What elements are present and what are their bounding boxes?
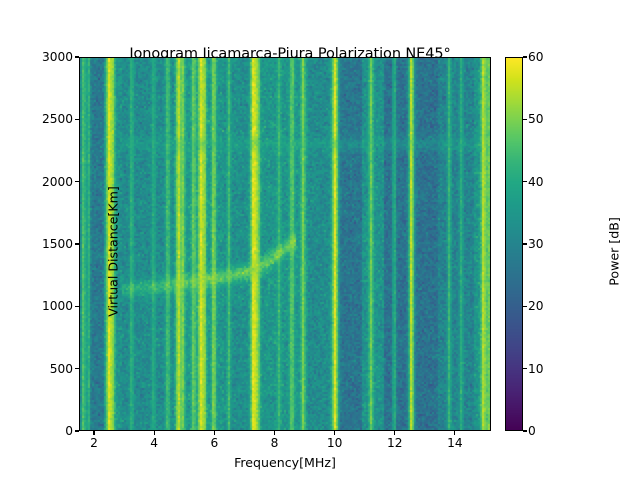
y-tick-label: 2000 [41, 174, 73, 189]
y-tick-mark [75, 430, 79, 432]
colorbar-tick-label: 60 [528, 50, 544, 64]
colorbar-tick-label: 50 [528, 112, 544, 127]
colorbar-label: Power [dB] [606, 217, 622, 286]
colorbar-tick-label: 30 [528, 237, 544, 251]
colorbar [505, 57, 523, 431]
x-tick-mark [213, 431, 215, 435]
colorbar-tick-label: 0 [528, 424, 536, 438]
y-axis-label: Virtual Distance[Km] [105, 186, 121, 317]
colorbar-gradient [506, 58, 522, 430]
y-tick-mark [75, 305, 79, 307]
colorbar-tick-mark [523, 430, 527, 432]
y-tick-label: 1000 [41, 299, 73, 314]
x-tick-label: 6 [210, 436, 219, 450]
x-tick-label: 2 [90, 436, 98, 450]
y-tick-mark [75, 243, 79, 245]
x-tick-mark [93, 431, 95, 435]
colorbar-tick-mark [523, 305, 527, 307]
x-tick-label: 12 [387, 436, 403, 450]
x-tick-label: 10 [326, 436, 343, 450]
y-tick-label: 1500 [41, 237, 73, 251]
colorbar-tick-label: 10 [528, 361, 544, 376]
y-tick-label: 0 [65, 424, 73, 438]
colorbar-tick-mark [523, 118, 527, 120]
ionogram-heatmap [80, 58, 490, 430]
colorbar-tick-mark [523, 56, 527, 58]
x-tick-mark [153, 431, 155, 435]
x-tick-label: 8 [270, 436, 279, 450]
y-tick-label: 3000 [41, 50, 73, 64]
x-tick-mark [394, 431, 396, 435]
x-tick-label: 4 [150, 436, 159, 450]
colorbar-tick-mark [523, 243, 527, 245]
x-tick-mark [273, 431, 276, 435]
y-tick-label: 500 [49, 361, 73, 376]
y-tick-mark [75, 181, 79, 183]
x-tick-mark [454, 431, 456, 435]
y-tick-label: 2500 [41, 112, 73, 127]
colorbar-tick-label: 20 [528, 299, 544, 314]
y-tick-mark [75, 56, 79, 58]
colorbar-tick-label: 40 [528, 174, 544, 189]
colorbar-tick-mark [523, 181, 527, 183]
x-tick-label: 14 [447, 436, 463, 450]
y-tick-mark [75, 118, 79, 120]
x-axis-label: Frequency[MHz] [234, 455, 336, 470]
colorbar-tick-mark [523, 368, 527, 370]
heatmap-plot-area [79, 57, 491, 431]
y-tick-mark [75, 368, 79, 370]
x-tick-mark [334, 431, 336, 435]
